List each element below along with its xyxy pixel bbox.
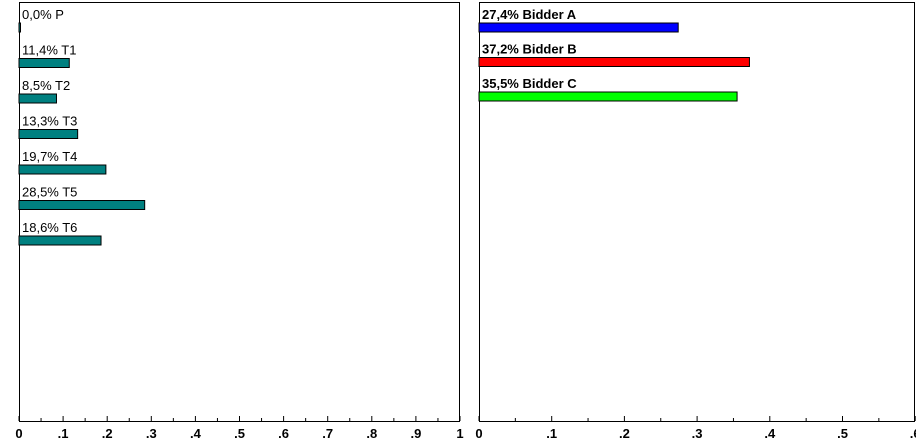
- bar: [18, 200, 146, 210]
- bar: [18, 93, 57, 104]
- bar-label: 27,4% Bidder A: [482, 7, 577, 22]
- left-chart-panel: 0,0% P 11,4% T1 8,5% T2 13,3% T3 19,7% T4 28,…: [15, 2, 464, 441]
- x-tick-label: .6: [910, 426, 916, 441]
- x-tick-label: .2: [619, 426, 630, 441]
- x-tick-label: .1: [546, 426, 557, 441]
- x-tick-label: .3: [146, 426, 157, 441]
- right-chart-panel: 27,4% Bidder A 37,2% Bidder B 35,5% Bidder…: [475, 2, 916, 441]
- bar-label: 8,5% T2: [22, 78, 70, 93]
- bar-label: 0,0% P: [22, 7, 64, 22]
- plot-frame: [479, 2, 915, 422]
- bar-label: 19,7% T4: [22, 149, 77, 164]
- bar-label: 13,3% T3: [22, 114, 77, 129]
- bar: [18, 58, 70, 68]
- x-tick-label: .9: [410, 426, 421, 441]
- x-tick-label: .4: [764, 426, 776, 441]
- x-tick-label: .5: [234, 426, 245, 441]
- bar-label: 35,5% Bidder C: [482, 76, 577, 91]
- x-tick-label: .2: [102, 426, 113, 441]
- bar-label: 18,6% T6: [22, 220, 77, 235]
- bar-label: 28,5% T5: [22, 185, 77, 200]
- bar-label: 37,2% Bidder B: [482, 42, 577, 57]
- x-tick-label: .4: [190, 426, 202, 441]
- bar: [18, 164, 107, 175]
- bar: [478, 57, 750, 67]
- bar: [478, 22, 679, 33]
- x-tick-label: 0: [475, 426, 482, 441]
- x-tick-label: .5: [837, 426, 848, 441]
- bar: [18, 235, 102, 246]
- x-tick-label: .1: [58, 426, 69, 441]
- bar-label: 11,4% T1: [22, 43, 76, 58]
- x-tick-label: .3: [692, 426, 703, 441]
- x-tick-label: .8: [366, 426, 377, 441]
- bar: [18, 22, 21, 33]
- x-tick-label: .6: [278, 426, 289, 441]
- x-tick-label: 1: [456, 426, 463, 441]
- bar: [18, 129, 79, 139]
- x-tick-label: .7: [322, 426, 333, 441]
- plot-frame: [19, 2, 460, 422]
- x-tick-label: 0: [15, 426, 22, 441]
- bar: [478, 91, 738, 102]
